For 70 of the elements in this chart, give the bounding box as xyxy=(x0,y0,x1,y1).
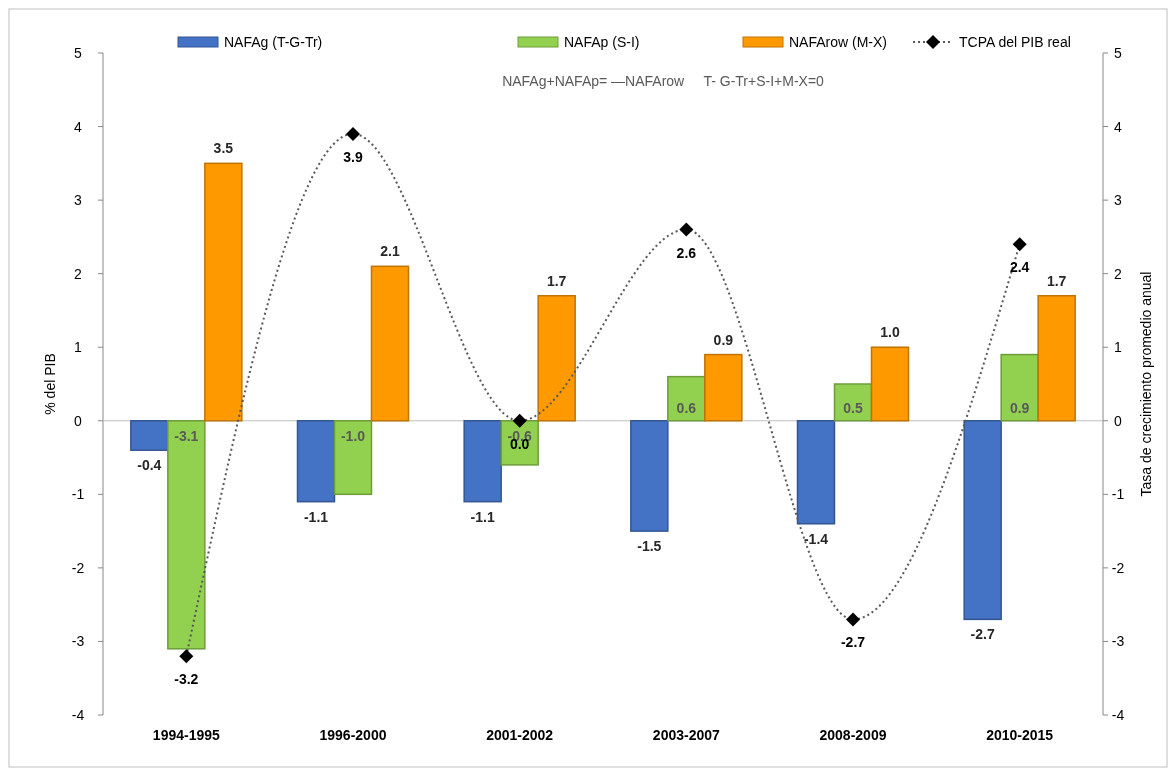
data-label: 0.9 xyxy=(713,331,734,348)
data-label: 2.6 xyxy=(676,244,697,261)
data-label: -3.2 xyxy=(174,671,199,688)
data-label: -1.4 xyxy=(803,530,829,547)
data-label: 2.4 xyxy=(1009,259,1030,276)
data-label: -0.4 xyxy=(137,457,162,474)
x-tick-label: 2008-2009 xyxy=(819,727,887,743)
y2-tick-label: -2 xyxy=(1111,559,1125,576)
x-tick-label: 2003-2007 xyxy=(652,727,721,743)
bar xyxy=(333,420,373,496)
data-label: -3.1 xyxy=(174,427,199,444)
y-tick-label: 1 xyxy=(74,339,83,356)
y-axis-title: % del PIB xyxy=(42,353,58,415)
bar xyxy=(204,162,243,422)
data-label: 0.5 xyxy=(843,399,863,416)
data-label: 0.6 xyxy=(676,399,697,416)
y-tick-label: 0 xyxy=(74,412,83,429)
y2-tick-label: -3 xyxy=(1111,633,1125,650)
bar xyxy=(870,346,910,422)
annotation: NAFAg+NAFAp= —NAFArow T- G-Tr+S-I+M-X=0 xyxy=(502,73,825,89)
legend-label: NAFAg (T-G-Tr) xyxy=(224,34,323,50)
data-label: -1.1 xyxy=(470,508,495,525)
y2-axis-title: Tasa de crecimiento promedio anual xyxy=(1138,271,1154,497)
data-label: 3.5 xyxy=(213,140,234,157)
data-label: -1.5 xyxy=(637,538,662,555)
legend-label: TCPA del PIB real xyxy=(959,34,1071,50)
data-label: -2.7 xyxy=(970,626,995,643)
y2-tick-label: 1 xyxy=(1114,339,1123,356)
y-tick-label: 3 xyxy=(74,192,83,209)
bar xyxy=(296,420,336,503)
y2-tick-label: 4 xyxy=(1114,118,1123,135)
y-tick-label: 2 xyxy=(74,265,83,282)
bar xyxy=(1000,353,1039,422)
data-label: 3.9 xyxy=(343,148,363,165)
x-tick-label: 2010-2015 xyxy=(986,727,1054,743)
data-label: 1.7 xyxy=(1046,272,1067,289)
data-label: -1.1 xyxy=(303,508,329,525)
data-label: 1.0 xyxy=(880,324,900,341)
bar xyxy=(167,420,206,650)
y-tick-label: 5 xyxy=(74,45,83,61)
bar xyxy=(1037,294,1076,422)
bar xyxy=(963,420,1002,621)
y-tick-label: -4 xyxy=(71,707,85,723)
y2-tick-label: 0 xyxy=(1114,412,1123,429)
x-tick-label: 1996-2000 xyxy=(319,727,387,743)
y-tick-label: -2 xyxy=(71,559,85,576)
data-label: -2.7 xyxy=(840,634,866,651)
data-label: 0.9 xyxy=(1009,399,1030,416)
data-label: 2.1 xyxy=(380,243,400,260)
x-tick-label: 2001-2002 xyxy=(486,727,554,743)
data-label: 1.7 xyxy=(546,272,567,289)
bar xyxy=(796,420,836,525)
bar xyxy=(130,420,169,451)
y2-tick-label: -4 xyxy=(1111,707,1125,723)
x-tick-label: 1994-1995 xyxy=(152,727,221,743)
y2-tick-label: 2 xyxy=(1114,265,1123,282)
legend-label: NAFArow (M-X) xyxy=(789,34,887,50)
y2-tick-label: 5 xyxy=(1114,45,1123,61)
bar xyxy=(537,294,576,422)
bar xyxy=(370,265,410,422)
data-label: -1.0 xyxy=(340,427,366,444)
y-tick-label: -3 xyxy=(71,633,85,650)
bar xyxy=(463,420,502,503)
bar xyxy=(630,420,669,532)
legend-label: NAFAp (S-I) xyxy=(564,34,640,50)
y-tick-label: 4 xyxy=(74,118,83,135)
bar xyxy=(704,353,743,422)
y-tick-label: -1 xyxy=(71,486,85,503)
y2-tick-label: 3 xyxy=(1114,192,1123,209)
y2-tick-label: -1 xyxy=(1111,486,1125,503)
